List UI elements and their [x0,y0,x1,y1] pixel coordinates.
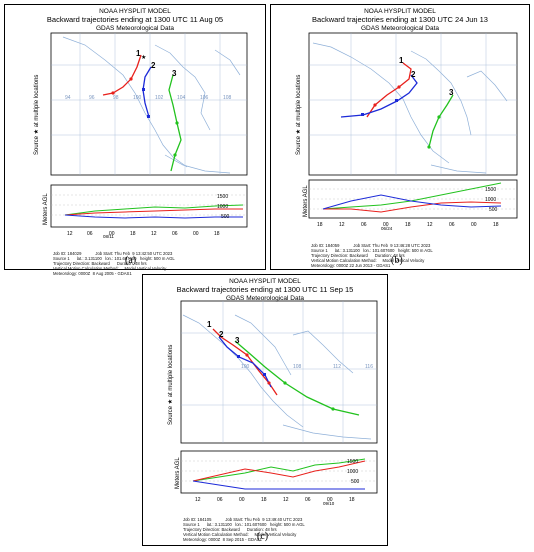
svg-text:1000: 1000 [347,469,358,475]
panel-a-label: (a) [125,255,137,266]
panel-b-label: (b) [391,255,403,266]
svg-text:18: 18 [493,222,499,228]
panel-a-meta: Job ID: 184029 Job Start: Thu Feb 9 13:4… [53,251,175,276]
svg-text:06: 06 [449,222,455,228]
panel-b-title-2: Backward trajectories ending at 1300 UTC… [312,15,488,24]
svg-text:06: 06 [305,497,311,503]
svg-text:500: 500 [351,479,360,485]
svg-text:3: 3 [235,336,240,345]
svg-text:108: 108 [223,95,232,101]
svg-text:96: 96 [89,95,95,101]
panel-a-title-2: Backward trajectories ending at 1300 UTC… [46,15,224,24]
panel-b-title-3: GDAS Meteorological Data [360,25,440,32]
panel-c-map: 100 108 112 116 1 2 3 1500 1000 500 12 06 00 18 1… [180,300,378,503]
panel-b: NOAA HYSPLIT MODEL Backward trajectories… [270,4,530,270]
svg-text:00: 00 [193,231,199,237]
panel-c-title-1: NOAA HYSPLIT MODEL [229,278,301,285]
traj-3-label-a: 3 [172,69,177,78]
svg-text:12: 12 [195,497,201,503]
svg-text:12: 12 [283,497,289,503]
panel-b-meta: Job ID: 184059 Job Start: Thu Feb 9 13:4… [311,243,433,268]
traj-1-label-a: 1 [136,49,141,58]
svg-text:06: 06 [87,231,93,237]
panel-c-title-2: Backward trajectories ending at 1300 UTC… [176,285,354,294]
svg-text:2: 2 [411,70,416,79]
svg-text:★: ★ [141,54,146,61]
svg-text:06: 06 [217,497,223,503]
svg-text:18: 18 [214,231,220,237]
panel-b-map: 1 2 3 1500 1000 500 18 12 06 00 18 12 06 00 18 [308,32,518,228]
panel-c-meta: Job ID: 184105 Job Start: Thu Feb 9 13:4… [183,517,305,542]
svg-text:12: 12 [339,222,345,228]
svg-text:112: 112 [333,364,341,370]
svg-text:500: 500 [489,207,498,213]
svg-text:108: 108 [293,364,302,370]
traj-2-label-a: 2 [151,61,156,70]
svg-text:18: 18 [405,222,411,228]
svg-text:18: 18 [130,231,136,237]
svg-text:18: 18 [317,222,323,228]
svg-text:1500: 1500 [347,459,358,465]
panel-c: NOAA HYSPLIT MODEL Backward trajectories… [142,274,388,546]
svg-text:1000: 1000 [485,197,496,203]
svg-text:1: 1 [207,320,212,329]
svg-text:00: 00 [471,222,477,228]
svg-text:00: 00 [239,497,245,503]
svg-text:06: 06 [172,231,178,237]
panel-a-map: 94 96 98 100 102 104 106 108 1 2 3 ★ 1500 1000… [50,32,248,237]
svg-text:00: 00 [109,231,115,237]
svg-text:1: 1 [399,56,404,65]
svg-text:104: 104 [177,95,186,101]
panel-c-date: 09/10 [323,501,335,506]
svg-text:100: 100 [241,364,250,370]
svg-text:500: 500 [221,214,230,220]
svg-text:1000: 1000 [217,204,228,210]
svg-text:06: 06 [361,222,367,228]
panel-b-title-1: NOAA HYSPLIT MODEL [364,8,436,15]
svg-text:94: 94 [65,95,71,101]
panel-c-title-3: GDAS Meteorological Data [225,295,305,302]
svg-text:18: 18 [349,497,355,503]
panel-a-title-3: GDAS Meteorological Data [95,25,175,32]
svg-text:116: 116 [365,364,373,370]
panel-b-date: 06/24 [381,226,393,231]
svg-text:106: 106 [200,95,209,101]
panel-a-title-1: NOAA HYSPLIT MODEL [99,8,171,15]
panel-a-date: 08/11 [103,234,114,239]
svg-text:1500: 1500 [217,194,228,200]
svg-text:98: 98 [113,95,119,101]
svg-text:18: 18 [261,497,267,503]
svg-text:12: 12 [67,231,73,237]
svg-text:102: 102 [155,95,164,101]
svg-text:00: 00 [383,222,389,228]
svg-text:100: 100 [133,95,142,101]
svg-text:00: 00 [327,497,333,503]
svg-text:3: 3 [449,88,454,97]
panel-c-label: (c) [257,531,269,542]
panel-a: NOAA HYSPLIT MODEL Backward trajectories… [4,4,266,276]
svg-text:1500: 1500 [485,187,496,193]
svg-text:12: 12 [427,222,433,228]
svg-text:2: 2 [219,330,224,339]
svg-text:12: 12 [151,231,157,237]
